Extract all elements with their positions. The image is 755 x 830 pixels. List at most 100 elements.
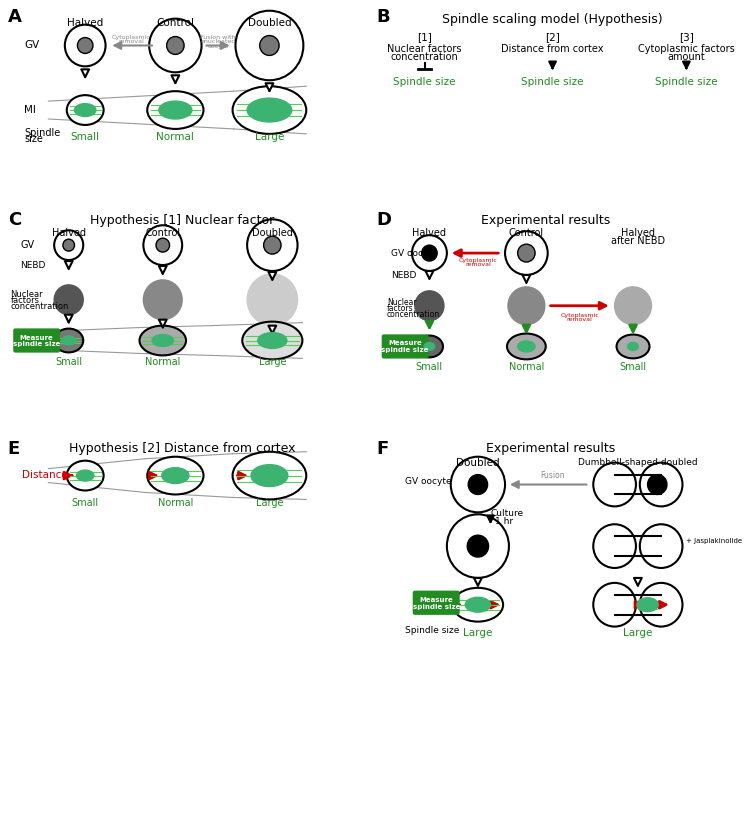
Ellipse shape <box>66 95 103 125</box>
Circle shape <box>143 280 182 320</box>
Text: amount: amount <box>667 52 705 62</box>
Text: + Jasplakinolide: + Jasplakinolide <box>686 538 742 544</box>
Circle shape <box>54 230 83 260</box>
Text: Experimental results: Experimental results <box>486 442 615 455</box>
Ellipse shape <box>251 465 288 486</box>
Text: NEBD: NEBD <box>20 261 45 270</box>
Circle shape <box>414 290 444 320</box>
Circle shape <box>260 36 279 56</box>
Text: Dumbbell-shaped doubled: Dumbbell-shaped doubled <box>578 457 698 466</box>
Circle shape <box>451 457 505 512</box>
Text: removal: removal <box>465 262 491 267</box>
Text: GV: GV <box>24 41 39 51</box>
Ellipse shape <box>159 101 192 119</box>
Text: spindle size: spindle size <box>412 603 460 610</box>
Text: Large: Large <box>256 498 283 509</box>
Bar <box>615 595 661 615</box>
Text: factors: factors <box>387 305 414 313</box>
FancyBboxPatch shape <box>382 335 428 358</box>
Circle shape <box>247 274 297 325</box>
Text: Spindle size: Spindle size <box>655 77 717 87</box>
Text: Halved: Halved <box>621 228 655 238</box>
Ellipse shape <box>66 461 103 491</box>
Ellipse shape <box>247 98 291 122</box>
Text: spindle size: spindle size <box>381 348 429 354</box>
Text: Spindle scaling model (Hypothesis): Spindle scaling model (Hypothesis) <box>442 12 663 26</box>
Circle shape <box>593 462 636 506</box>
Text: Spindle: Spindle <box>24 128 60 138</box>
Circle shape <box>593 583 636 627</box>
Text: Large: Large <box>464 627 492 637</box>
Text: MI: MI <box>24 105 36 115</box>
Text: Control: Control <box>156 17 194 27</box>
Text: Nuclear: Nuclear <box>387 298 416 307</box>
Circle shape <box>167 37 184 55</box>
Text: Cytoplasmic: Cytoplasmic <box>560 313 599 318</box>
FancyBboxPatch shape <box>14 329 60 352</box>
Ellipse shape <box>242 322 303 359</box>
Text: Hypothesis [2] Distance from cortex: Hypothesis [2] Distance from cortex <box>69 442 295 455</box>
Text: Nuclear: Nuclear <box>11 290 43 300</box>
Text: Normal: Normal <box>156 132 194 142</box>
Ellipse shape <box>233 452 307 500</box>
Text: Spindle size: Spindle size <box>405 626 460 635</box>
Ellipse shape <box>162 467 189 484</box>
Ellipse shape <box>140 325 186 355</box>
Text: removal: removal <box>567 317 593 322</box>
Text: Cytoplasmic: Cytoplasmic <box>112 35 150 40</box>
Text: Hypothesis [1] Nuclear factor: Hypothesis [1] Nuclear factor <box>90 214 274 227</box>
Text: Doubled: Doubled <box>456 457 500 468</box>
Text: removal: removal <box>118 40 143 45</box>
Circle shape <box>143 225 182 265</box>
Text: Nuclear factors: Nuclear factors <box>387 43 462 53</box>
Text: NEBD: NEBD <box>390 271 416 281</box>
Text: GV: GV <box>20 240 35 250</box>
Text: Spindle size: Spindle size <box>521 77 584 87</box>
Text: D: D <box>376 212 391 229</box>
Circle shape <box>421 245 437 261</box>
Circle shape <box>505 232 547 275</box>
Text: [3]: [3] <box>679 32 694 42</box>
Text: oocyte: oocyte <box>208 45 229 50</box>
Text: Small: Small <box>55 358 82 368</box>
Text: Small: Small <box>619 363 646 373</box>
Circle shape <box>468 475 488 495</box>
Text: Control: Control <box>509 228 544 238</box>
Circle shape <box>263 237 281 254</box>
Text: Normal: Normal <box>158 498 193 509</box>
Text: Large: Large <box>623 627 652 637</box>
Text: A: A <box>8 7 21 26</box>
Ellipse shape <box>152 334 174 346</box>
Text: Spindle size: Spindle size <box>393 77 456 87</box>
Circle shape <box>247 219 297 271</box>
Ellipse shape <box>54 329 83 353</box>
Text: Measure: Measure <box>20 334 54 340</box>
Ellipse shape <box>637 598 658 612</box>
Text: Large: Large <box>258 358 286 368</box>
Ellipse shape <box>147 91 204 129</box>
Text: Experimental results: Experimental results <box>481 214 610 227</box>
Circle shape <box>447 515 509 578</box>
Text: Distance: Distance <box>22 470 68 480</box>
Text: enucleated: enucleated <box>200 40 236 45</box>
Text: concentration: concentration <box>387 310 440 320</box>
Ellipse shape <box>416 335 443 358</box>
Text: Small: Small <box>72 498 99 509</box>
Ellipse shape <box>453 588 503 622</box>
Text: 1 hr: 1 hr <box>495 517 513 525</box>
Text: Control: Control <box>145 228 180 238</box>
Circle shape <box>518 244 535 262</box>
Circle shape <box>639 462 683 506</box>
Text: spindle size: spindle size <box>13 341 60 348</box>
Text: Cytoplasmic factors: Cytoplasmic factors <box>638 43 735 53</box>
Circle shape <box>156 238 170 252</box>
Text: Large: Large <box>254 132 284 142</box>
Text: Doubled: Doubled <box>252 228 293 238</box>
Circle shape <box>65 25 106 66</box>
Circle shape <box>639 583 683 627</box>
Circle shape <box>615 287 652 325</box>
Text: factors: factors <box>11 296 39 305</box>
Text: concentration: concentration <box>11 302 69 311</box>
Ellipse shape <box>75 104 96 116</box>
Text: Measure: Measure <box>388 340 422 346</box>
